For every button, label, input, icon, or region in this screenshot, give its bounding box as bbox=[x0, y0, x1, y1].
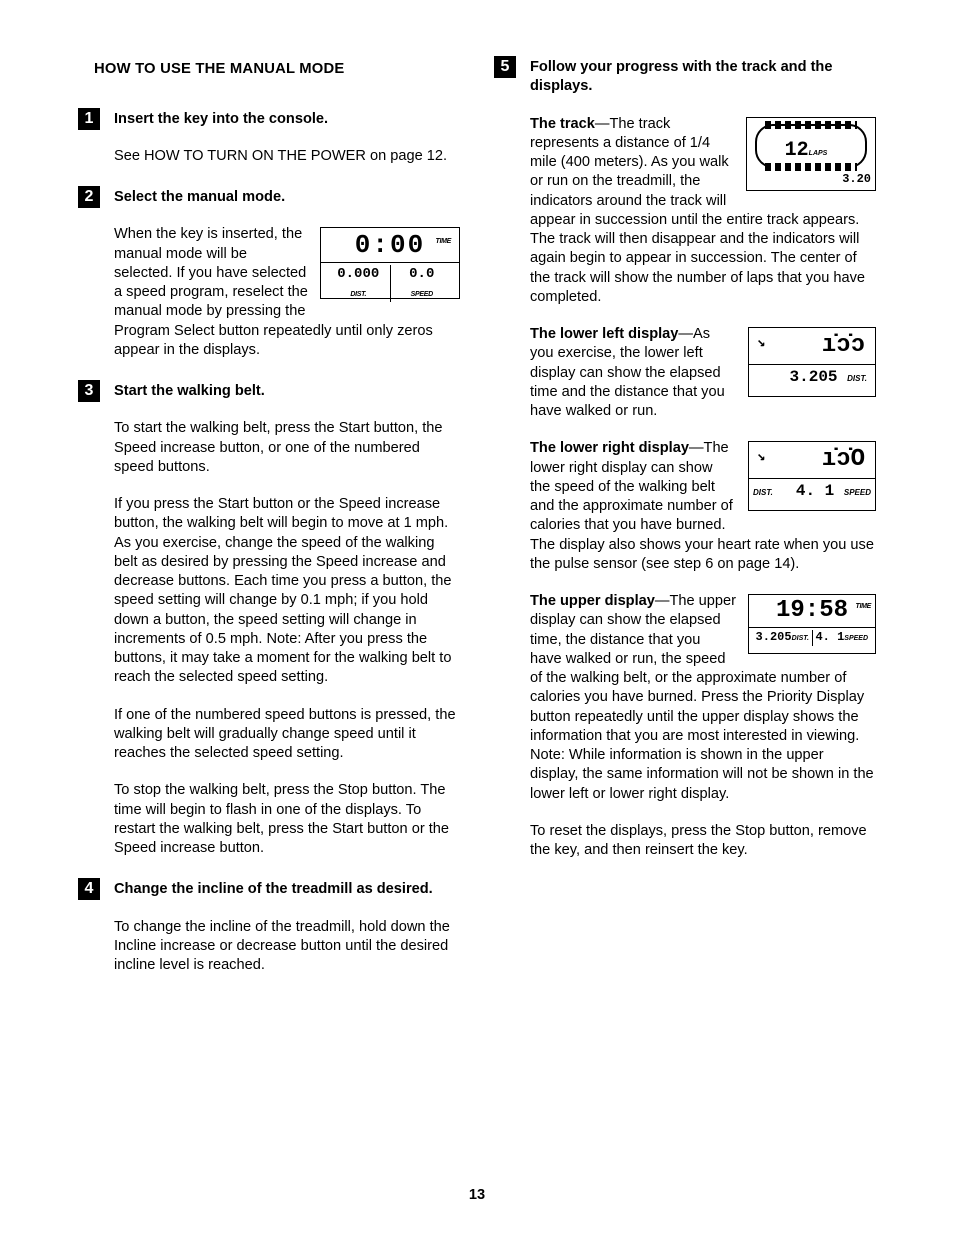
figure-lower-right: ↘ ı̇ɔ̇O DIST. 4. 1 SPEED bbox=[748, 441, 876, 511]
body-text: See HOW TO TURN ON THE POWER on page 12. bbox=[114, 147, 460, 166]
block-lead: The upper display bbox=[530, 593, 655, 609]
step-heading: Follow your progress with the track and … bbox=[530, 59, 832, 94]
step-heading: Select the manual mode. bbox=[114, 189, 285, 205]
up-bl-value: 3.205 bbox=[756, 630, 792, 644]
lcd-dist-value: 0.000 bbox=[337, 266, 379, 282]
ll-sub-value: 3.205 bbox=[790, 368, 838, 386]
step-heading: Insert the key into the console. bbox=[114, 111, 328, 127]
up-bl-unit: DIST. bbox=[792, 635, 809, 642]
block-lead: The lower right display bbox=[530, 440, 689, 456]
step-2: 2 Select the manual mode. 0:00 TIME 0.00… bbox=[78, 188, 460, 360]
figure-upper: 19:58 TIME 3.205DIST. 4. 1SPEED bbox=[748, 594, 876, 654]
block-upper: 19:58 TIME 3.205DIST. 4. 1SPEED bbox=[530, 592, 876, 804]
step-heading: Change the incline of the treadmill as d… bbox=[114, 881, 433, 897]
lr-sub-unit: SPEED bbox=[844, 488, 871, 497]
ll-top-value: ı̇ɔ̇ɔ bbox=[753, 334, 871, 358]
ll-sub-unit: DIST. bbox=[847, 374, 867, 383]
block-lead: The lower left display bbox=[530, 326, 678, 342]
lcd-time-unit: TIME bbox=[435, 238, 451, 245]
figure-track: 12LAPS 3.20 bbox=[746, 117, 876, 191]
block-lower-left: ↘ ı̇ɔ̇ɔ 3.205 DIST. The lower left displ… bbox=[530, 325, 876, 421]
body-text: To change the incline of the treadmill, … bbox=[114, 918, 460, 976]
lr-sub-value: 4. 1 bbox=[796, 482, 834, 500]
block-lower-right: ↘ ı̇ɔ̇O DIST. 4. 1 SPEED The lower righ bbox=[530, 439, 876, 574]
page-root: HOW TO USE THE MANUAL MODE 1 Insert the … bbox=[0, 0, 954, 1235]
body-text: To reset the displays, press the Stop bu… bbox=[530, 822, 876, 861]
step-4: 4 Change the incline of the treadmill as… bbox=[78, 880, 460, 975]
figure-lower-left: ↘ ı̇ɔ̇ɔ 3.205 DIST. bbox=[748, 327, 876, 397]
lcd-time-value: 0:00 bbox=[355, 230, 425, 260]
up-top-value: 19:58 bbox=[776, 597, 848, 624]
step-number-box: 5 bbox=[494, 56, 516, 78]
lcd-speed-unit: SPEED bbox=[411, 291, 433, 298]
track-corner-value: 3.20 bbox=[842, 172, 871, 188]
body-text: To start the walking belt, press the Sta… bbox=[114, 419, 460, 477]
step-number-box: 4 bbox=[78, 878, 100, 900]
up-top-unit: TIME bbox=[855, 603, 871, 610]
step-number-box: 3 bbox=[78, 380, 100, 402]
figure-manual-display: 0:00 TIME 0.000 DIST. 0.0 SPEED bbox=[320, 227, 460, 299]
step-3: 3 Start the walking belt. To start the w… bbox=[78, 382, 460, 858]
step-1: 1 Insert the key into the console. See H… bbox=[78, 110, 460, 167]
left-column: HOW TO USE THE MANUAL MODE 1 Insert the … bbox=[78, 60, 460, 997]
body-text: If one of the numbered speed buttons is … bbox=[114, 706, 460, 764]
step-number-box: 2 bbox=[78, 186, 100, 208]
right-column: 5 Follow your progress with the track an… bbox=[494, 60, 876, 997]
laps-value: 12 bbox=[785, 139, 809, 162]
block-lead: The track bbox=[530, 116, 595, 132]
up-br-unit: SPEED bbox=[844, 635, 868, 642]
lcd-speed-value: 0.0 bbox=[409, 266, 434, 282]
block-track: 12LAPS 3.20 The track—The track represen… bbox=[530, 115, 876, 308]
section-title: HOW TO USE THE MANUAL MODE bbox=[94, 60, 460, 80]
page-number: 13 bbox=[0, 1187, 954, 1203]
step-number-box: 1 bbox=[78, 108, 100, 130]
step-heading: Start the walking belt. bbox=[114, 383, 265, 399]
two-column-layout: HOW TO USE THE MANUAL MODE 1 Insert the … bbox=[78, 60, 876, 997]
lr-left-unit: DIST. bbox=[753, 488, 773, 499]
body-text: To stop the walking belt, press the Stop… bbox=[114, 781, 460, 858]
laps-unit: LAPS bbox=[809, 150, 828, 157]
up-br-value: 4. 1 bbox=[815, 630, 844, 644]
lcd-dist-unit: DIST. bbox=[350, 291, 366, 298]
step-5: 5 Follow your progress with the track an… bbox=[494, 58, 876, 860]
lr-top-value: ı̇ɔ̇O bbox=[753, 448, 871, 472]
body-text: If you press the Start button or the Spe… bbox=[114, 495, 460, 688]
